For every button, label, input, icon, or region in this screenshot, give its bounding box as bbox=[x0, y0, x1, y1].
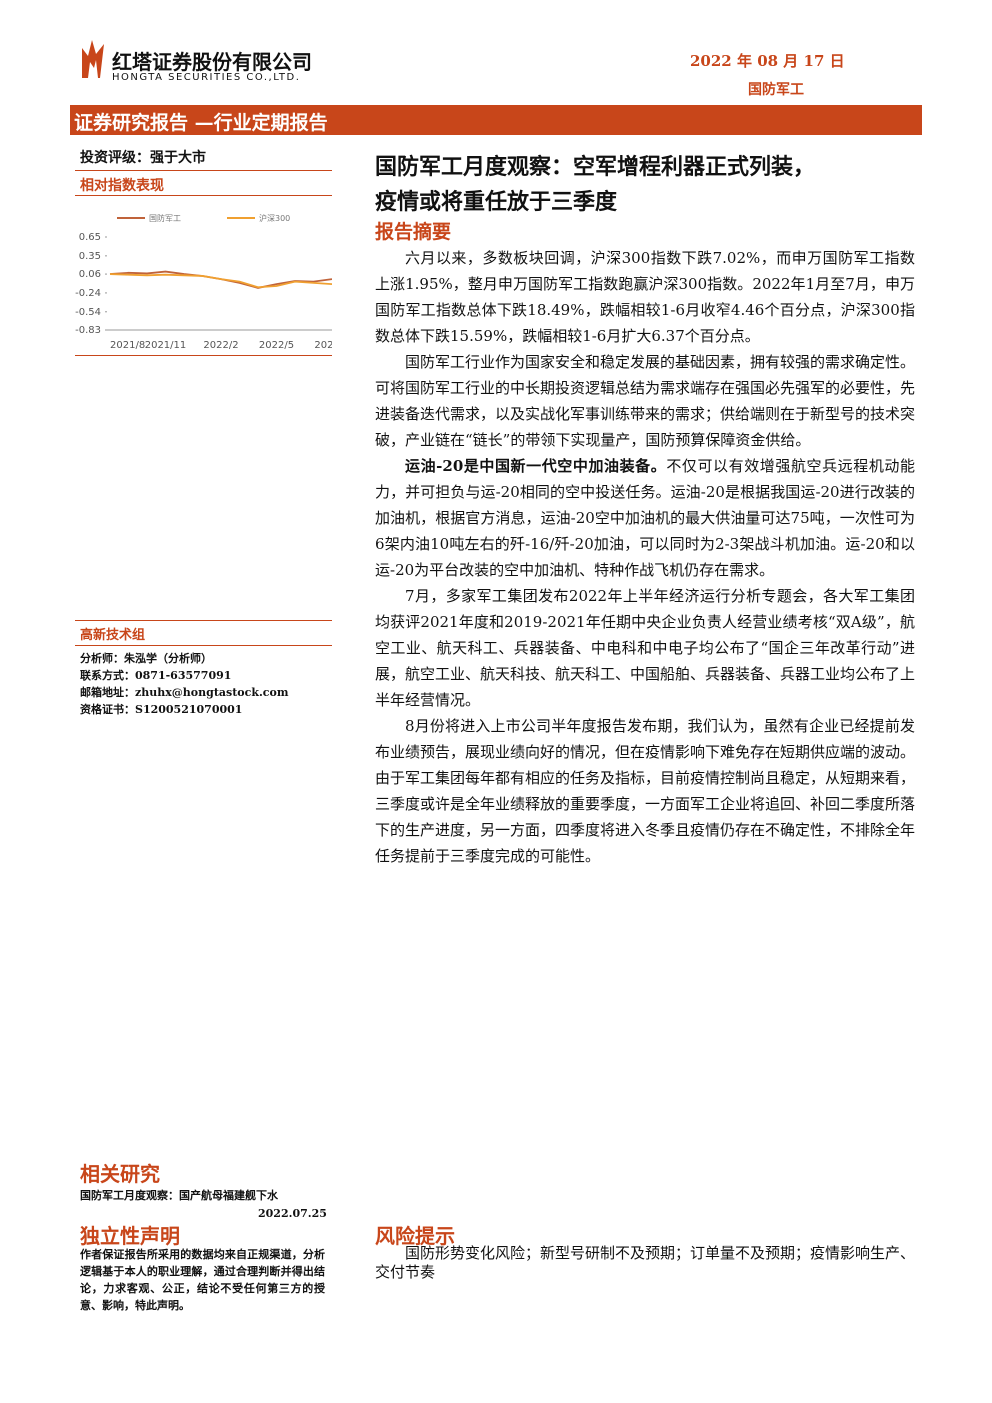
legend-label: 国防军工 bbox=[149, 213, 181, 223]
analyst-line: 资格证书：S1200521070001 bbox=[80, 703, 243, 716]
paragraph-text: 7月，多家军工集团发布2022年上半年经济运行分析专题会，各大军工集团均获评20… bbox=[375, 587, 916, 709]
related-date: 2022.07.25 bbox=[258, 1207, 327, 1220]
body: 六月以来，多数板块回调，沪深300指数下跌7.02%，而申万国防军工指数上涨1.… bbox=[375, 245, 915, 869]
risk: 国防形势变化风险；新型号研制不及预期；订单量不及预期；疫情影响生产、交付节奏 bbox=[375, 1244, 916, 1281]
y-tick-label: 0.35 bbox=[79, 251, 101, 262]
rule bbox=[75, 620, 332, 621]
paragraph-text: 不仅可以有效增强航空兵远程机动能力，并可担负与运-20相同的空中投送任务。运油-… bbox=[375, 457, 915, 579]
sector: 国防军工 bbox=[748, 82, 804, 98]
y-tick-label: 0.65 bbox=[79, 232, 101, 243]
x-tick-label: 2022/5 bbox=[259, 340, 294, 351]
title-line: 疫情或将重任放于三季度 bbox=[375, 189, 618, 215]
banner-text: 证券研究报告 —行业定期报告 bbox=[74, 112, 328, 134]
y-tick-label: -0.83 bbox=[75, 325, 101, 336]
rule bbox=[75, 170, 332, 171]
rule bbox=[75, 355, 332, 356]
analyst: 分析师：朱泓学（分析师） 联系方式：0871-63577091 邮箱地址：zhuhx… bbox=[80, 650, 288, 718]
rating: 投资评级：强于大市 bbox=[80, 150, 206, 166]
risk-heading: 风险提示 bbox=[375, 1224, 455, 1248]
chart-heading: 相对指数表现 bbox=[80, 178, 164, 194]
x-tick-label: 2022/8 bbox=[314, 340, 332, 351]
paragraph: 8月份将进入上市公司半年度报告发布期，我们认为，虽然有企业已经提前发布业绩预告，… bbox=[375, 713, 915, 869]
date: 2022 年 08 月 17 日 bbox=[690, 52, 845, 70]
analyst-line: 联系方式：0871-63577091 bbox=[80, 669, 232, 682]
paragraph: 运油-20是中国新一代空中加油装备。不仅可以有效增强航空兵远程机动能力，并可担负… bbox=[375, 453, 915, 583]
y-tick-label: -0.24 bbox=[75, 288, 101, 299]
x-tick-label: 2021/8 bbox=[110, 340, 145, 351]
company: 红塔证券股份有限公司 bbox=[112, 50, 312, 74]
statement: 作者保证报告所采用的数据均来自正规渠道，分析逻辑基于本人的职业理解，通过合理判断… bbox=[80, 1248, 325, 1312]
title-line: 国防军工月度观察：空军增程利器正式列装， bbox=[375, 154, 816, 180]
paragraph-text: 8月份将进入上市公司半年度报告发布期，我们认为，虽然有企业已经提前发布业绩预告，… bbox=[375, 717, 916, 865]
related-heading: 相关研究 bbox=[80, 1162, 160, 1186]
paragraph: 7月，多家军工集团发布2022年上半年经济运行分析专题会，各大军工集团均获评20… bbox=[375, 583, 915, 713]
x-tick-label: 2022/2 bbox=[203, 340, 238, 351]
paragraph-text: 六月以来，多数板块回调，沪深300指数下跌7.02%，而申万国防军工指数上涨1.… bbox=[375, 249, 915, 345]
team: 高新技术组 bbox=[80, 628, 146, 643]
analyst-line: 邮箱地址：zhuhx@hongtastock.com bbox=[80, 686, 289, 699]
paragraph: 国防军工行业作为国家安全和稳定发展的基础因素，拥有较强的需求确定性。可将国防军工… bbox=[375, 349, 915, 453]
legend-label: 沪深300 bbox=[259, 213, 290, 223]
paragraph-text: 国防军工行业作为国家安全和稳定发展的基础因素，拥有较强的需求确定性。可将国防军工… bbox=[375, 353, 916, 449]
paragraph: 六月以来，多数板块回调，沪深300指数下跌7.02%，而申万国防军工指数上涨1.… bbox=[375, 245, 915, 349]
analyst-line: 分析师：朱泓学（分析师） bbox=[80, 652, 212, 665]
chart: 0.65 0.35 0.06 -0.24 -0.54 -0.83 2021/8 2021/11… bbox=[75, 213, 332, 351]
banner bbox=[70, 105, 922, 135]
logo-icon bbox=[82, 40, 104, 78]
title: 国防军工月度观察：空军增程利器正式列装， 疫情或将重任放于三季度 bbox=[375, 150, 815, 220]
y-tick-label: 0.06 bbox=[79, 269, 101, 280]
paragraph-lead: 运油-20是中国新一代空中加油装备。 bbox=[405, 457, 667, 475]
summary-heading: 报告摘要 bbox=[375, 221, 452, 243]
line bbox=[109, 273, 332, 289]
company-en: HONGTA SECURITIES CO.,LTD. bbox=[112, 72, 301, 83]
y-tick-label: -0.54 bbox=[75, 307, 101, 318]
related-title: 国防军工月度观察：国产航母福建舰下水 bbox=[80, 1189, 278, 1202]
rule bbox=[75, 195, 332, 196]
statement-heading: 独立性声明 bbox=[80, 1224, 180, 1248]
x-tick-label: 2021/11 bbox=[145, 340, 187, 351]
rule bbox=[75, 645, 332, 646]
